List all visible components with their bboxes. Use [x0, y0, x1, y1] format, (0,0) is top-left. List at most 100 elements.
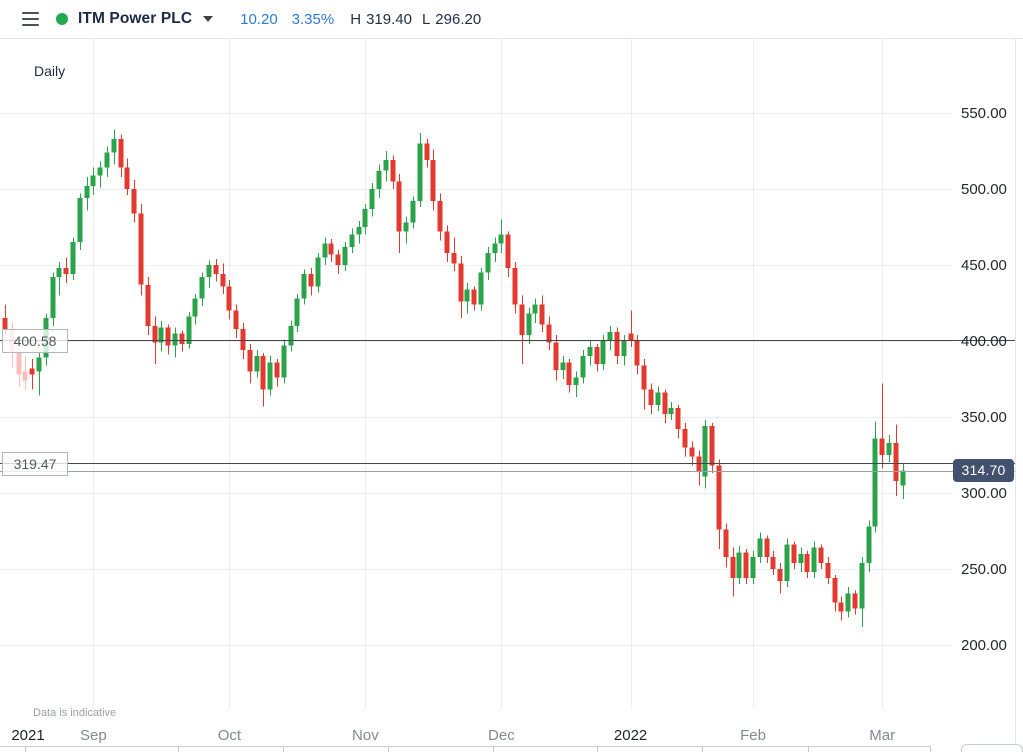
candle	[342, 242, 348, 272]
candle	[621, 334, 627, 366]
candle	[614, 327, 620, 364]
candle	[804, 550, 810, 579]
candle	[519, 295, 525, 364]
candle	[437, 193, 443, 241]
candle	[417, 132, 423, 208]
candle	[220, 263, 226, 294]
timeframe-label: Daily	[34, 63, 66, 79]
candle	[471, 286, 477, 311]
candle	[879, 383, 885, 469]
candle	[356, 220, 362, 244]
candle	[281, 341, 287, 384]
candle	[811, 541, 817, 579]
candle	[770, 550, 776, 576]
price-level-label-319[interactable]: 319.47	[2, 451, 68, 476]
x-axis-tick-label: Oct	[217, 727, 242, 744]
candle	[226, 280, 232, 320]
candle	[403, 216, 409, 244]
candle	[274, 359, 280, 387]
candle	[165, 324, 171, 355]
candle	[451, 237, 457, 272]
candle	[485, 246, 491, 281]
x-axis-tick-label: Sep	[80, 727, 107, 744]
price-level-label-400[interactable]: 400.58	[2, 328, 68, 353]
candle	[267, 356, 273, 396]
candle	[866, 520, 872, 572]
candle	[22, 356, 28, 390]
candle	[315, 252, 321, 293]
candle	[526, 307, 532, 344]
high-label: H	[350, 10, 362, 28]
candle	[825, 556, 831, 585]
candle	[410, 196, 416, 229]
candle	[859, 556, 865, 627]
y-axis-tick-label: 200.00	[961, 637, 1007, 654]
candle	[63, 257, 69, 284]
candle	[675, 404, 681, 439]
candle	[464, 283, 470, 314]
h-gridlines	[0, 113, 952, 646]
candle	[294, 293, 300, 332]
chevron-down-icon[interactable]	[203, 16, 214, 22]
candle	[308, 268, 314, 296]
y-axis-tick-label: 300.00	[961, 485, 1007, 502]
candle	[362, 204, 368, 235]
candle	[145, 277, 151, 335]
bottom-right-panel-corner	[961, 744, 1023, 752]
candle	[172, 327, 178, 358]
candle	[84, 176, 90, 211]
candle	[716, 459, 722, 550]
candle	[750, 550, 756, 585]
candle	[872, 421, 878, 533]
candle	[430, 149, 436, 211]
candle	[702, 420, 708, 489]
candle	[36, 353, 42, 396]
candle	[247, 344, 253, 384]
candle	[587, 341, 593, 366]
candle	[798, 547, 804, 572]
candle	[723, 523, 729, 568]
candle	[199, 272, 205, 306]
candle	[607, 325, 613, 351]
candle	[505, 231, 511, 278]
candle	[158, 321, 164, 352]
candle	[260, 353, 266, 407]
candle	[696, 450, 702, 486]
v-gridlines	[93, 39, 883, 709]
x-axis-tick-label: 2022	[613, 727, 648, 744]
x-axis-tick-label: Feb	[740, 727, 766, 744]
candle	[628, 310, 634, 348]
menu-icon[interactable]	[22, 12, 39, 26]
x-axis-tick-label: 2021	[11, 727, 45, 744]
candle	[832, 575, 838, 612]
candle	[791, 541, 797, 569]
candle	[390, 155, 396, 189]
candle	[539, 295, 545, 332]
candle	[492, 237, 498, 262]
candle	[131, 179, 137, 223]
candle	[553, 334, 559, 381]
candle	[335, 249, 341, 275]
candle	[573, 371, 579, 398]
candle	[369, 182, 375, 217]
candle	[118, 134, 124, 177]
candle	[682, 423, 688, 457]
y-axis-tick-label: 550.00	[961, 105, 1007, 122]
candle	[730, 547, 736, 597]
candle	[818, 544, 824, 569]
candle	[322, 237, 328, 265]
candle	[886, 435, 892, 463]
candle	[77, 193, 83, 250]
axis-right-border	[1015, 38, 1016, 752]
y-axis-tick-label: 250.00	[961, 561, 1007, 578]
candle	[757, 532, 763, 563]
candle	[478, 268, 484, 311]
candle	[512, 262, 518, 314]
low-value: 296.20	[435, 10, 482, 28]
candle	[845, 587, 851, 618]
x-axis-tick-label: Mar	[869, 727, 896, 744]
symbol-name[interactable]: ITM Power PLC	[78, 10, 193, 27]
